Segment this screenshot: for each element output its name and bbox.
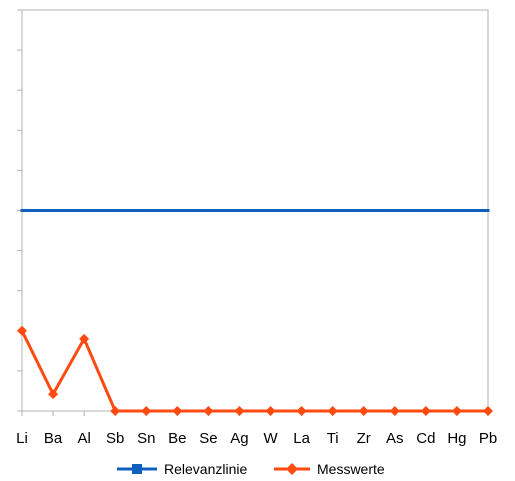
x-tick-label: Ba	[44, 430, 63, 447]
data-point	[20, 209, 24, 212]
data-point	[455, 209, 459, 212]
legend-item-messwerte: Messwerte	[274, 461, 385, 477]
data-point	[389, 406, 400, 416]
x-tick-label: Hg	[447, 430, 466, 447]
data-point	[51, 209, 55, 212]
x-tick-label: Be	[168, 430, 186, 447]
data-point	[203, 406, 214, 416]
x-tick-label: Zr	[357, 430, 371, 447]
legend-marker	[286, 463, 298, 475]
legend-label: Messwerte	[317, 461, 385, 477]
x-tick-label: W	[263, 430, 278, 447]
data-point	[110, 406, 121, 416]
data-point	[300, 209, 304, 212]
x-tick-label: Cd	[416, 430, 435, 447]
data-point	[82, 209, 86, 212]
data-point	[265, 406, 276, 416]
legend-label: Relevanzlinie	[164, 461, 247, 477]
data-point	[172, 406, 183, 416]
data-point	[483, 406, 493, 416]
data-point	[79, 333, 90, 344]
data-point	[234, 406, 245, 416]
x-tick-label: Ag	[230, 430, 248, 447]
data-point	[144, 209, 148, 212]
x-tick-label: As	[386, 430, 404, 447]
series-line-messwerte	[20, 330, 488, 413]
legend-marker	[132, 464, 142, 474]
data-point	[206, 209, 210, 212]
data-point	[269, 209, 273, 212]
data-point	[17, 325, 27, 336]
data-point	[237, 209, 241, 212]
data-point	[393, 209, 397, 212]
data-point	[362, 209, 366, 212]
data-point	[327, 406, 338, 416]
data-point	[420, 406, 431, 416]
x-tick-label: Li	[16, 430, 28, 447]
data-point	[451, 406, 462, 416]
data-point	[48, 389, 59, 400]
x-tick-label: Sb	[106, 430, 124, 447]
series-relevanzlinie	[20, 209, 490, 212]
x-tick-label: Ti	[327, 430, 339, 447]
series-messwerte	[17, 325, 493, 416]
data-point	[296, 406, 307, 416]
x-tick-label: Al	[77, 430, 90, 447]
data-point	[358, 406, 369, 416]
data-point	[113, 209, 117, 212]
x-tick-label: Sn	[137, 430, 155, 447]
data-point	[331, 209, 335, 212]
data-point	[486, 209, 490, 212]
data-point	[424, 209, 428, 212]
data-point	[141, 406, 152, 416]
data-point	[175, 209, 179, 212]
x-tick-label: Pb	[479, 430, 497, 447]
legend-item-relevanzlinie: Relevanzlinie	[117, 461, 247, 477]
x-tick-label: La	[293, 430, 310, 447]
x-tick-label: Se	[199, 430, 217, 447]
